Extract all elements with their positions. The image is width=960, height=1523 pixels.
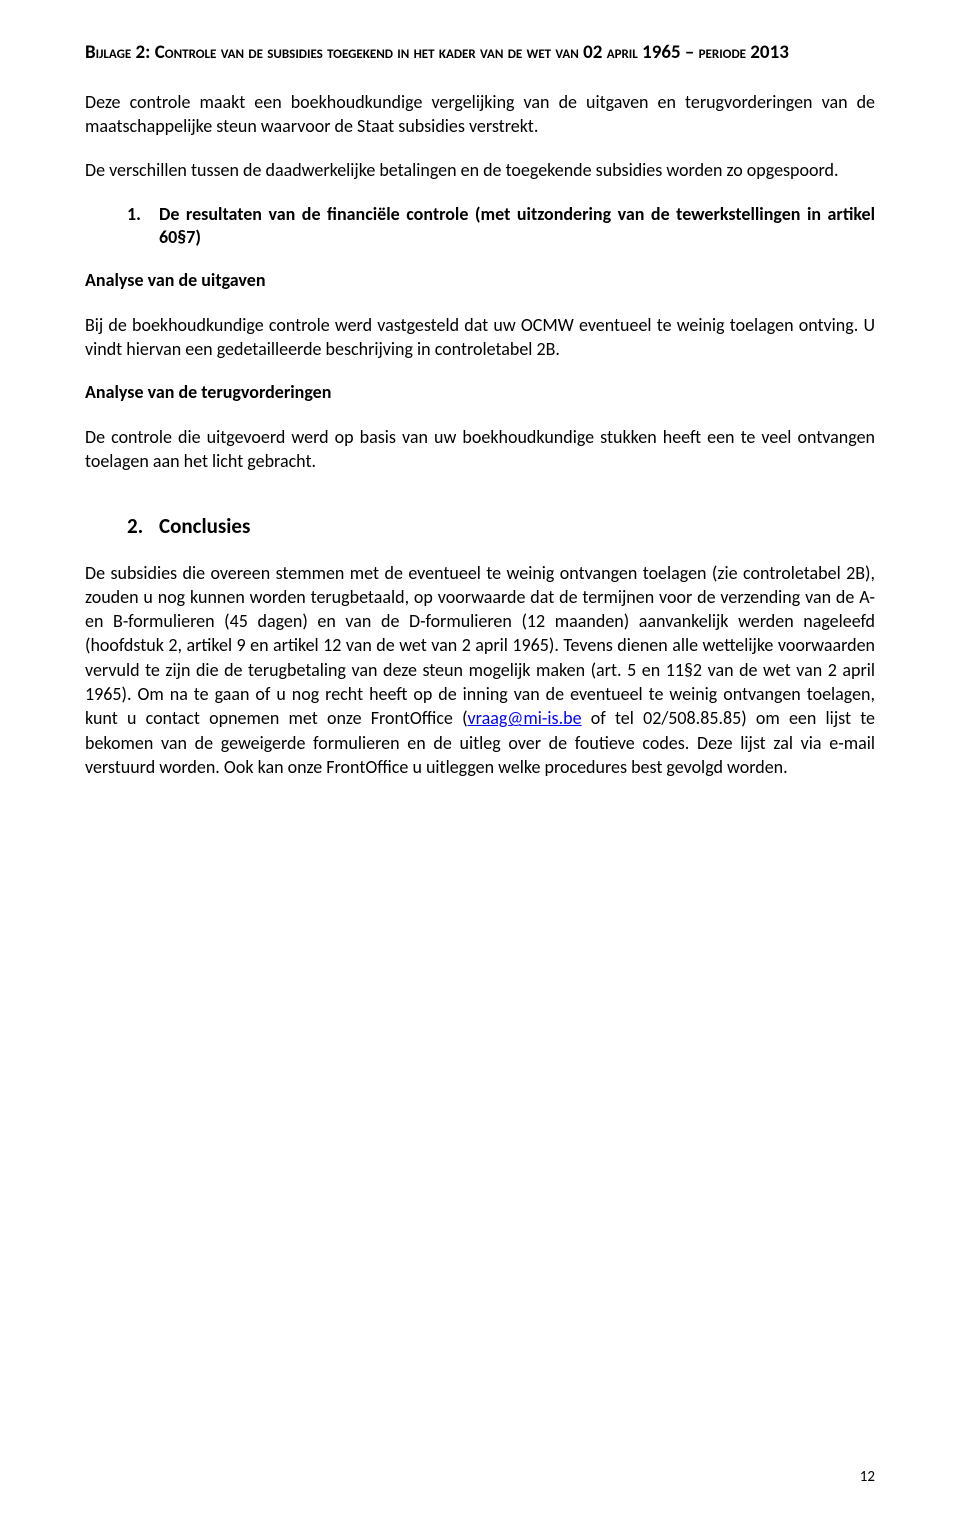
conclusies-paragraph: De subsidies die overeen stemmen met de …: [85, 561, 875, 780]
section-1-heading: 1. De resultaten van de financiële contr…: [85, 203, 875, 250]
section-2-title: Conclusies: [159, 513, 250, 540]
subsection-terugvorderingen-text: De controle die uitgevoerd werd op basis…: [85, 425, 875, 474]
page-title: Bijlage 2: Controle van de subsidies toe…: [85, 40, 875, 66]
title-text: Bijlage 2: Controle van de subsidies toe…: [85, 41, 789, 64]
section-1-title: De resultaten van de financiële controle…: [159, 203, 875, 250]
intro-paragraph-1: Deze controle maakt een boekhoudkundige …: [85, 90, 875, 139]
subsection-uitgaven-text: Bij de boekhoudkundige controle werd vas…: [85, 313, 875, 362]
subsection-heading-uitgaven: Analyse van de uitgaven: [85, 269, 875, 292]
conclusies-text-pre: De subsidies die overeen stemmen met de …: [85, 562, 875, 730]
page-number: 12: [860, 1468, 875, 1488]
email-link[interactable]: vraag@mi-is.be: [468, 707, 582, 729]
intro-paragraph-2: De verschillen tussen de daadwerkelijke …: [85, 158, 875, 182]
section-1-number: 1.: [127, 203, 159, 250]
section-2-heading: 2. Conclusies: [85, 513, 875, 540]
section-2-number: 2.: [127, 513, 159, 540]
subsection-heading-terugvorderingen: Analyse van de terugvorderingen: [85, 381, 875, 404]
